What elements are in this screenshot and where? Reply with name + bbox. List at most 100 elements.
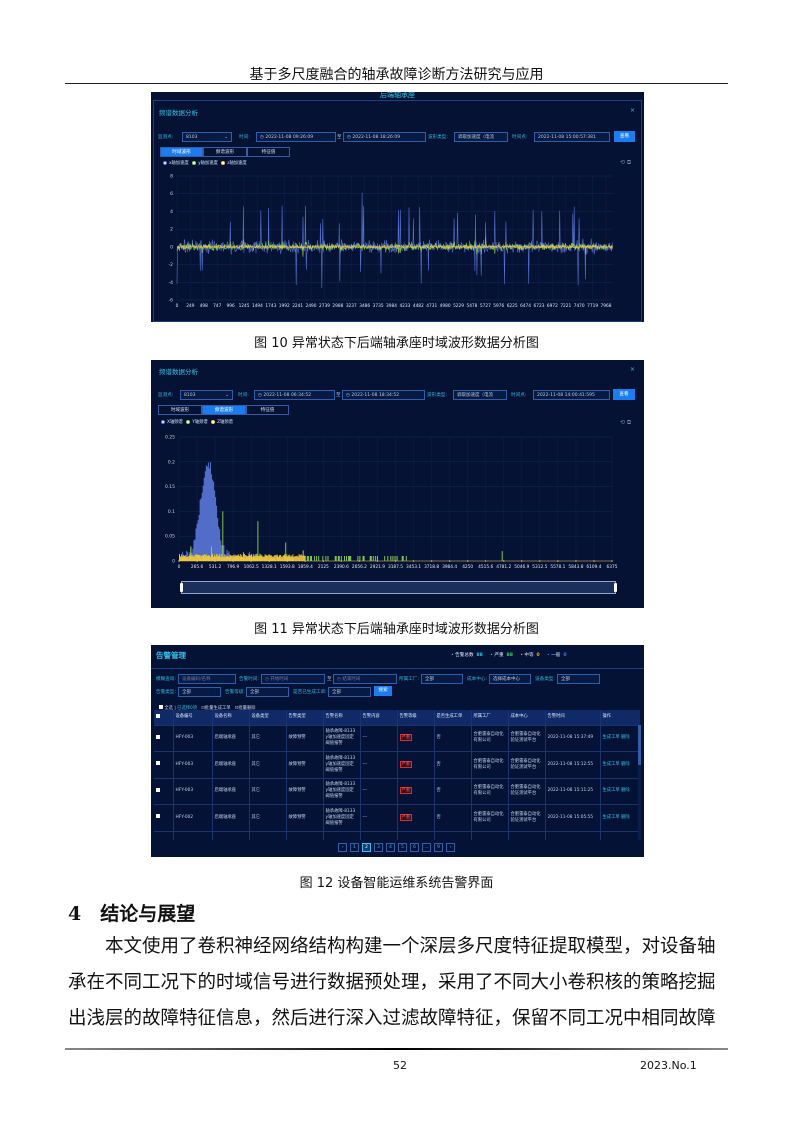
scrollbar-thumb[interactable] (638, 725, 641, 765)
legend-x[interactable]: X轴频谱 (167, 420, 183, 425)
cell-8: 合肥雷泰自动化有限公司 (471, 804, 509, 832)
table-row[interactable]: HFY-003 后端轴承座 其它 故障预警 轴承故障-8133 y轴加速度固定阈值报警 -… (154, 751, 640, 779)
fuzzy-search-input[interactable]: 设备编码/名称 (178, 674, 236, 684)
row-checkbox[interactable] (154, 751, 174, 779)
work-order-select[interactable]: 全部 (328, 687, 371, 697)
time-point-select[interactable]: 2022-11-08 14:00:41:595 (533, 390, 610, 400)
alarm-type-select[interactable]: 全部 (178, 687, 221, 697)
y-tick-label: 4 (170, 209, 173, 215)
tab-features[interactable]: 特征值 (247, 147, 290, 157)
cell-5: --- (360, 804, 398, 832)
page-button[interactable]: 1 (350, 843, 359, 852)
create-order-link[interactable]: 生成工单 (602, 735, 620, 741)
x-tick-label: 3486 (359, 303, 370, 309)
table-row[interactable]: 轴承故障-8133 合肥雷泰自动化合肥雷泰自动化 (154, 831, 640, 840)
time-from-input[interactable]: ◷ 2022-11-08 09:26:09 (256, 132, 336, 142)
device-type-select[interactable]: 全部 (557, 674, 600, 684)
legend-x[interactable]: x轴加速度 (169, 161, 189, 166)
zoom-slider[interactable] (180, 581, 617, 594)
search-button[interactable]: 搜索 (374, 686, 392, 696)
tab-features[interactable]: 特征值 (246, 405, 289, 415)
page-button[interactable]: ‹ (338, 843, 347, 852)
row-checkbox[interactable] (154, 778, 174, 805)
y-tick-label: 0.05 (165, 534, 175, 540)
page-button[interactable]: 4 (386, 843, 395, 852)
x-tick-label: 2241 (292, 303, 303, 309)
legend-x-marker (161, 419, 165, 424)
cost-center-select[interactable]: 选择成本中心 (489, 674, 531, 684)
monitor-select[interactable]: 8103 ⌄ (182, 132, 232, 142)
panel-title: 频谱数据分析 (159, 368, 198, 376)
monitor-value: 8103 (184, 393, 196, 398)
view-button[interactable]: 查看 (614, 131, 635, 142)
select-all-checkbox[interactable] (159, 705, 163, 709)
x-tick-label: 4781.2 (496, 564, 511, 570)
legend-z[interactable]: z轴加速度 (227, 161, 247, 166)
cell-1 (212, 831, 250, 840)
batch-order-button[interactable]: ⊡批量生成工单 (201, 706, 231, 711)
time-to-input[interactable]: ◷ 2022-11-08 18:26:09 (343, 132, 426, 142)
legend-z[interactable]: Z轴频谱 (217, 420, 233, 425)
time-point-select[interactable]: 2022-11-08 15:00:57:381 (534, 132, 610, 142)
factory-select[interactable]: 全部 (421, 674, 463, 684)
wave-type-select[interactable]: 调取加速度（电流 (453, 390, 507, 400)
alarm-header (151, 645, 644, 669)
table-row[interactable]: HFY-002 后端轴承座 其它 故障预警 轴承故障-8133 y轴加速度固定阈值报警 -… (154, 804, 640, 832)
restore-save-icons[interactable]: ⟲ ⧉ (620, 159, 632, 166)
page-button[interactable]: 9 (434, 843, 443, 852)
monitor-select[interactable]: 8103 ⌄ (180, 390, 233, 400)
page-button[interactable]: 3 (374, 843, 383, 852)
view-button[interactable]: 查看 (613, 389, 635, 400)
create-order-link[interactable]: 生成工单 (602, 761, 620, 767)
page-title: 告警管理 (156, 651, 186, 660)
figure-11-caption: 图 11 异常状态下后端轴承座时域波形数据分析图 (254, 622, 539, 637)
tab-time-domain[interactable]: 时域波形 (158, 405, 202, 415)
select-all-label[interactable]: 全选 (164, 706, 173, 711)
delete-link[interactable]: 删除 (621, 788, 630, 794)
chart-legend: X轴频谱 Y轴频谱 Z轴频谱 (159, 419, 233, 425)
tab-spectrum[interactable]: 频谱波形 (202, 405, 246, 415)
legend-y[interactable]: y轴加速度 (198, 161, 218, 166)
row-checkbox[interactable] (154, 804, 174, 832)
page-button[interactable]: › (446, 843, 455, 852)
table-row[interactable]: HFY-003 后端轴承座 其它 故障预警 轴承故障-8133 y轴加速度固定阈值报警 -… (154, 778, 640, 805)
table-scrollbar[interactable] (638, 725, 641, 840)
tab-time-domain[interactable]: 时域波形 (160, 147, 203, 157)
page-button[interactable]: 5 (398, 843, 407, 852)
legend-y[interactable]: Y轴频谱 (192, 420, 208, 425)
time-to-input[interactable]: ◷ 2022-11-08 18:34:52 (342, 390, 425, 400)
row-checkbox[interactable] (154, 831, 174, 840)
slider-left-handle[interactable] (180, 583, 183, 592)
alarm-level-select[interactable]: 全部 (246, 687, 289, 697)
create-order-link[interactable]: 生成工单 (602, 814, 620, 820)
table-row[interactable]: HFY-003 后端轴承座 其它 故障预警 轴承故障-8133 y轴加速度固定阈值报警 -… (154, 725, 640, 752)
delete-link[interactable]: 删除 (621, 735, 630, 741)
start-time-input[interactable]: ◷ 开始时间 (261, 674, 325, 684)
tab-spectrum[interactable]: 频谱波形 (203, 147, 247, 157)
close-icon[interactable]: × (630, 366, 636, 373)
time-to-value: 2022-11-08 18:26:09 (352, 135, 401, 140)
delete-link[interactable]: 删除 (621, 761, 630, 767)
page-button[interactable]: 6 (410, 843, 419, 852)
create-order-link[interactable]: 生成工单 (602, 788, 620, 794)
issue-label: 2023.No.1 (640, 1059, 697, 1072)
wave-type-select[interactable]: 调取加速度（电流 (454, 132, 508, 142)
cell-3 (286, 831, 324, 840)
page-button[interactable]: 2 (362, 843, 371, 852)
close-icon[interactable]: × (630, 107, 636, 114)
y-tick-label: 8 (170, 174, 173, 180)
header-checkbox[interactable] (154, 710, 174, 726)
cell-8: 合肥雷泰自动化有限公司 (471, 778, 509, 805)
restore-save-icons[interactable]: ⟲ ⧉ (620, 419, 632, 426)
delete-link[interactable]: 删除 (621, 814, 630, 820)
x-tick-label: 6375 (607, 564, 618, 570)
end-time-input[interactable]: ◷ 结束时间 (333, 674, 397, 684)
batch-delete-button[interactable]: ⊡批量删除 (234, 706, 256, 711)
figure-10-screenshot: 后端轴承座 频谱数据分析 × 监测点: 8103 ⌄ 时间: ◷ 2022-11-… (151, 92, 644, 322)
page-button[interactable]: … (422, 843, 431, 852)
y-tick-label: -2 (169, 262, 174, 268)
slider-right-handle[interactable] (614, 583, 617, 592)
row-checkbox[interactable] (154, 725, 174, 752)
stat-normal: • 一般 0 (547, 653, 567, 658)
time-from-input[interactable]: ◷ 2022-11-08 06:34:52 (254, 390, 335, 400)
